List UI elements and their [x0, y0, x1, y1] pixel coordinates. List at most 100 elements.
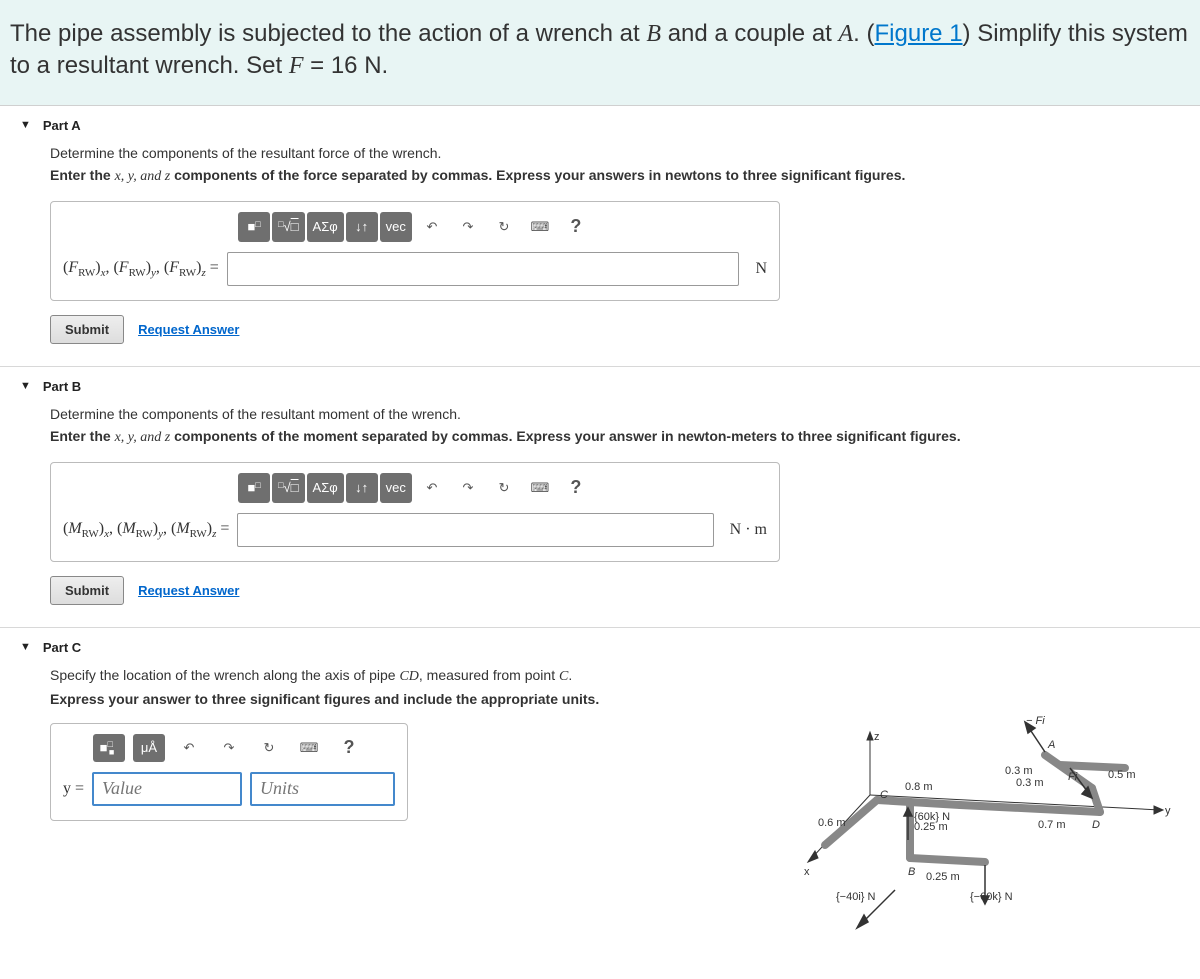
part-a-answer-box: ■□ □√□ ΑΣφ ↓↑ vec ↶ ↷ ↻ ⌨ ? (F [50, 201, 780, 301]
force-neg60k: {−60k} N [970, 891, 1013, 903]
x-axis-label: x [804, 866, 810, 878]
force-60k: {60k} N [914, 811, 950, 823]
units-tpl-button[interactable]: μÅ [133, 734, 165, 762]
keyboard-icon: ⌨ [531, 219, 550, 235]
part-c-value-input[interactable] [92, 772, 242, 806]
part-b-toolbar: ■□ □√□ ΑΣφ ↓↑ vec ↶ ↷ ↻ ⌨ ? [63, 473, 767, 503]
part-c-y-label: y = [63, 780, 84, 798]
part-c-desc: Specify the location of the wrench along… [50, 667, 1200, 685]
part-c-toolbar: ■□■ μÅ ↶ ↷ ↻ ⌨ ? [63, 734, 395, 762]
redo-icon: ↷ [224, 740, 235, 756]
frac-button[interactable]: ↓↑ [346, 212, 378, 242]
undo-button[interactable]: ↶ [416, 473, 448, 503]
point-d-label: D [1092, 819, 1100, 831]
caret-down-icon: ▼ [20, 119, 31, 131]
problem-text-2: and a couple at [661, 20, 838, 47]
point-b: B [646, 21, 661, 47]
reset-button[interactable]: ↻ [488, 212, 520, 242]
keyboard-icon: ⌨ [531, 480, 550, 496]
n-unit: N [364, 52, 381, 79]
keyboard-button[interactable]: ⌨ [524, 212, 556, 242]
reset-icon: ↻ [264, 740, 275, 756]
figure-1: z x y C B A D 0.6 m 0.8 m 0.3 m 0.3 m 0.… [790, 700, 1190, 960]
vec-button[interactable]: vec [380, 212, 412, 242]
reset-icon: ↻ [498, 480, 509, 496]
redo-button[interactable]: ↷ [452, 473, 484, 503]
y-axis-label: y [1165, 805, 1171, 817]
part-b-input[interactable] [237, 513, 713, 547]
part-a: ▼ Part A Determine the components of the… [0, 106, 1200, 366]
templates-button[interactable]: ■□ [238, 212, 270, 242]
sqrt-icon: □√□ [278, 480, 298, 495]
reset-button[interactable]: ↻ [253, 734, 285, 762]
figure-link[interactable]: Figure 1 [875, 20, 963, 47]
undo-button[interactable]: ↶ [173, 734, 205, 762]
part-b-desc: Determine the components of the resultan… [50, 406, 1200, 422]
help-button[interactable]: ? [560, 212, 592, 242]
templates-icon: ■□ [247, 219, 260, 234]
templates-button[interactable]: ■□■ [93, 734, 125, 762]
part-b-request-answer[interactable]: Request Answer [138, 583, 239, 598]
point-a: A [839, 21, 854, 47]
reset-button[interactable]: ↻ [488, 473, 520, 503]
reset-icon: ↻ [498, 219, 509, 235]
point-c-label: C [880, 789, 888, 801]
undo-icon: ↶ [426, 480, 437, 496]
force-fi: Fi [1068, 771, 1078, 783]
sqrt-button[interactable]: □√□ [272, 212, 304, 242]
help-button[interactable]: ? [333, 734, 365, 762]
part-b: ▼ Part B Determine the components of the… [0, 367, 1200, 627]
part-c-units-input[interactable] [250, 772, 395, 806]
greek-button[interactable]: ΑΣφ [307, 212, 344, 242]
keyboard-button[interactable]: ⌨ [524, 473, 556, 503]
help-button[interactable]: ? [560, 473, 592, 503]
keyboard-icon: ⌨ [300, 740, 319, 756]
caret-down-icon: ▼ [20, 641, 31, 653]
part-a-unit: N [755, 260, 767, 278]
part-a-var-label: (FRW)x, (FRW)y, (FRW)z = [63, 259, 219, 279]
frac-icon: ↓↑ [355, 480, 368, 495]
force-neg40i: {−40i} N [836, 891, 876, 903]
part-a-toolbar: ■□ □√□ ΑΣφ ↓↑ vec ↶ ↷ ↻ ⌨ ? [63, 212, 767, 242]
dim-025b: 0.25 m [926, 871, 960, 883]
redo-button[interactable]: ↷ [213, 734, 245, 762]
dim-05: 0.5 m [1108, 769, 1136, 781]
redo-icon: ↷ [462, 480, 473, 496]
problem-text-5: = 16 [303, 52, 364, 79]
point-b-label: B [908, 866, 915, 878]
caret-down-icon: ▼ [20, 380, 31, 392]
part-a-submit[interactable]: Submit [50, 315, 124, 344]
force-neg-fi: − Fi [1026, 715, 1045, 727]
point-a-label: A [1047, 739, 1055, 751]
undo-button[interactable]: ↶ [416, 212, 448, 242]
f-var: F [289, 53, 304, 79]
z-axis-label: z [874, 731, 880, 743]
dim-07: 0.7 m [1038, 819, 1066, 831]
frac-button[interactable]: ↓↑ [346, 473, 378, 503]
part-a-input[interactable] [227, 252, 740, 286]
keyboard-button[interactable]: ⌨ [293, 734, 325, 762]
dim-03b: 0.3 m [1016, 777, 1044, 789]
part-c-header[interactable]: ▼ Part C [0, 628, 1200, 667]
frac-icon: ↓↑ [355, 219, 368, 234]
part-a-title: Part A [43, 118, 81, 133]
part-b-var-label: (MRW)x, (MRW)y, (MRW)z = [63, 520, 229, 540]
templates-button[interactable]: ■□ [238, 473, 270, 503]
sqrt-icon: □√□ [278, 219, 298, 234]
part-b-submit[interactable]: Submit [50, 576, 124, 605]
templates-icon: ■□ [247, 480, 260, 495]
part-a-request-answer[interactable]: Request Answer [138, 322, 239, 337]
dim-03a: 0.3 m [1005, 765, 1033, 777]
redo-button[interactable]: ↷ [452, 212, 484, 242]
vec-button[interactable]: vec [380, 473, 412, 503]
part-b-title: Part B [43, 379, 81, 394]
part-c-answer-box: ■□■ μÅ ↶ ↷ ↻ ⌨ ? y = [50, 723, 408, 821]
greek-button[interactable]: ΑΣφ [307, 473, 344, 503]
part-b-header[interactable]: ▼ Part B [0, 367, 1200, 406]
problem-text-3: . ( [853, 20, 874, 47]
undo-icon: ↶ [426, 219, 437, 235]
part-b-unit: N · m [730, 521, 767, 539]
part-a-header[interactable]: ▼ Part A [0, 106, 1200, 145]
sqrt-button[interactable]: □√□ [272, 473, 304, 503]
part-a-desc: Determine the components of the resultan… [50, 145, 1200, 161]
